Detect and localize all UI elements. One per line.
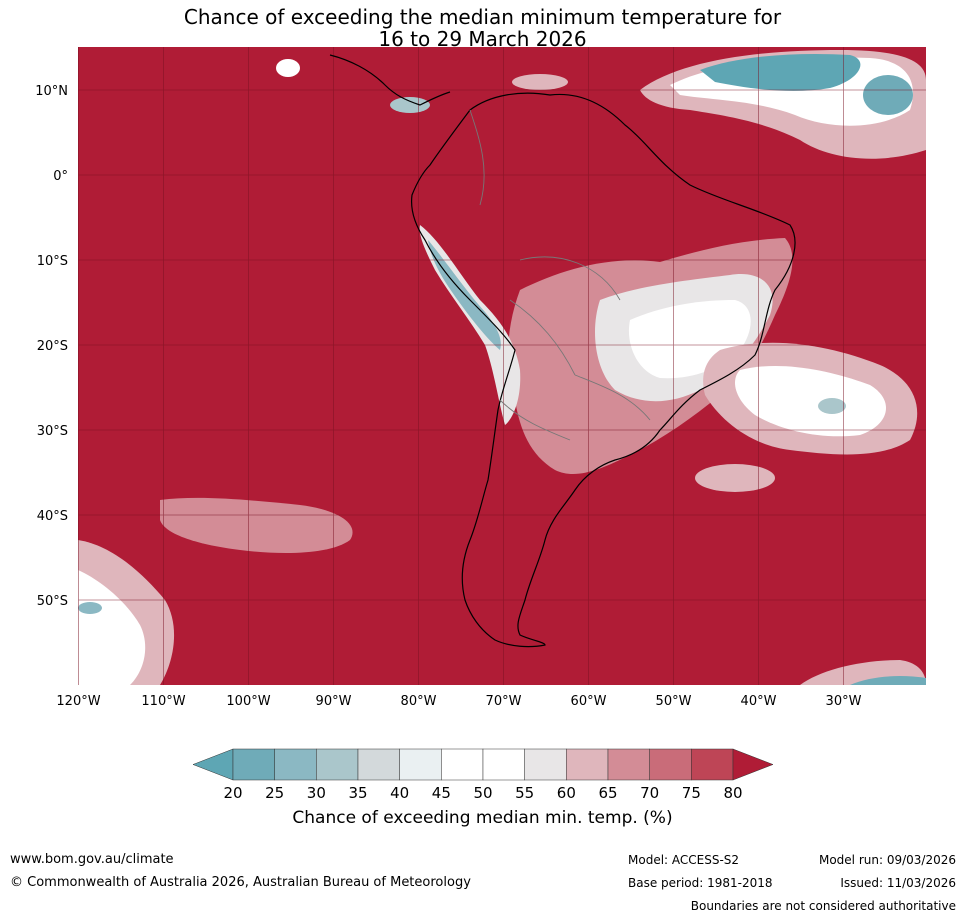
country-borders <box>469 109 651 441</box>
colorbar-ticks: 20 25 30 35 40 45 50 55 60 65 70 75 80 <box>223 784 742 802</box>
coastlines <box>329 54 796 648</box>
colorbar-tick-label: 35 <box>348 784 367 802</box>
colorbar-swatch <box>691 748 734 781</box>
region-sw-pacific-white <box>78 570 146 685</box>
latitude-label: 0° <box>53 169 68 184</box>
footer-model: Model: ACCESS-S2 <box>628 853 740 867</box>
colorbar-tick-label: 40 <box>390 784 409 802</box>
chart-title-line1: Chance of exceeding the median minimum t… <box>183 5 782 29</box>
longitude-label: 70°W <box>486 694 522 709</box>
colorbar-swatch <box>399 748 442 781</box>
colorbar-tick-label: 20 <box>223 784 242 802</box>
colorbar-swatch <box>274 748 317 781</box>
footer-model-run: Model run: 09/03/2026 <box>818 853 956 867</box>
latitude-label: 30°S <box>37 424 68 439</box>
colorbar-tick-label: 55 <box>515 784 534 802</box>
colorbar-extension-low <box>192 748 234 781</box>
latitude-label: 20°S <box>37 339 68 354</box>
longitude-labels: 120°W 110°W 100°W 90°W 80°W 70°W 60°W 50°W 40°W 3… <box>56 694 861 709</box>
colorbar-swatch <box>482 748 525 781</box>
longitude-label: 100°W <box>226 694 270 709</box>
colorbar-tick-label: 65 <box>598 784 617 802</box>
longitude-label: 50°W <box>656 694 692 709</box>
colorbar-tick-label: 70 <box>640 784 659 802</box>
footer-base-period: Base period: 1981-2018 <box>628 876 773 890</box>
map-gridlines <box>78 47 926 685</box>
colorbar-extension-high <box>732 748 774 781</box>
latitude-label: 40°S <box>37 509 68 524</box>
colorbar-label: Chance of exceeding median min. temp. (%… <box>292 808 673 828</box>
colorbar-swatch <box>649 748 692 781</box>
colorbar-swatch <box>441 748 484 781</box>
colorbar-swatch <box>316 748 359 781</box>
region-pacific-nw <box>276 59 300 77</box>
region-atlantic-white <box>735 365 887 437</box>
latitude-labels: 10°N 0° 10°S 20°S 30°S 40°S 50°S <box>35 84 68 609</box>
longitude-label: 30°W <box>826 694 862 709</box>
latitude-label: 10°S <box>37 254 68 269</box>
longitude-label: 40°W <box>741 694 777 709</box>
region-se-pacific-pink <box>160 497 353 553</box>
footer-url[interactable]: www.bom.gov.au/climate <box>10 852 174 867</box>
central-america-coastline <box>329 54 451 106</box>
colorbar-swatch <box>566 748 609 781</box>
probability-regions <box>78 50 926 685</box>
region-atlantic-blue-spot <box>818 398 846 414</box>
south-america-coastline <box>410 92 796 648</box>
colorbar-swatch <box>607 748 650 781</box>
footer-disclaimer: Boundaries are not considered authoritat… <box>690 899 956 913</box>
colorbar-swatch <box>232 748 275 781</box>
latitude-label: 50°S <box>37 594 68 609</box>
colorbar-tick-label: 60 <box>557 784 576 802</box>
longitude-label: 90°W <box>316 694 352 709</box>
colorbar-swatch <box>357 748 400 781</box>
longitude-label: 60°W <box>571 694 607 709</box>
longitude-label: 120°W <box>56 694 100 709</box>
region-ne-atlantic-blue2 <box>863 75 913 115</box>
colorbar-swatch <box>524 748 567 781</box>
longitude-label: 80°W <box>401 694 437 709</box>
region-ne-atlantic-blue <box>700 53 861 91</box>
region-south-atlantic-pink <box>695 464 775 492</box>
region-southern-ocean-blue <box>850 676 926 685</box>
colorbar-tick-label: 80 <box>723 784 742 802</box>
colorbar <box>192 748 774 781</box>
colorbar-tick-label: 30 <box>307 784 326 802</box>
region-caribbean <box>512 74 568 90</box>
colorbar-tick-label: 75 <box>682 784 701 802</box>
longitude-label: 110°W <box>141 694 185 709</box>
region-central-america <box>390 97 430 113</box>
region-sw-pacific-blue <box>78 602 102 614</box>
footer-copyright: © Commonwealth of Australia 2026, Austra… <box>10 875 471 890</box>
colorbar-tick-label: 50 <box>473 784 492 802</box>
colorbar-tick-label: 25 <box>265 784 284 802</box>
footer-issued: Issued: 11/03/2026 <box>840 876 956 890</box>
latitude-label: 10°N <box>35 84 68 99</box>
colorbar-tick-label: 45 <box>432 784 451 802</box>
